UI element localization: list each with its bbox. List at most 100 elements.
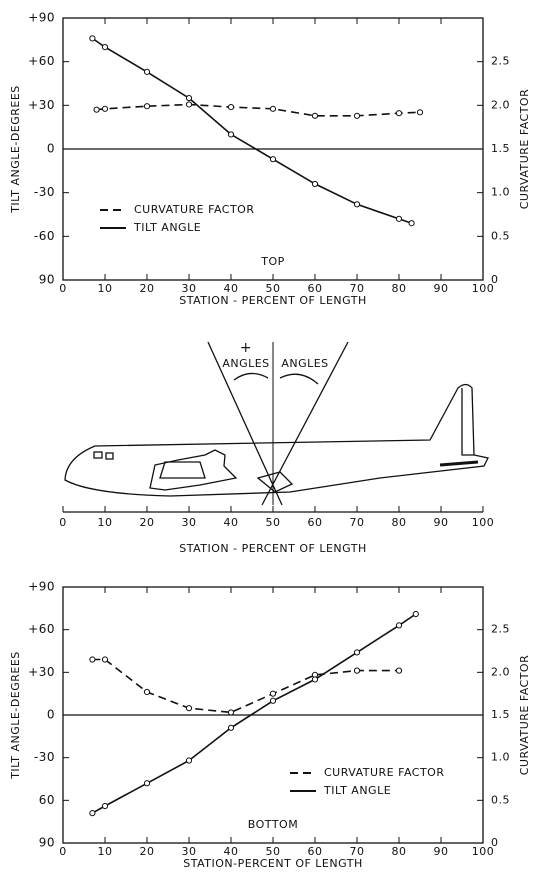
- data-point: [269, 156, 277, 163]
- y2-tick-label: 1.5: [491, 142, 510, 155]
- data-point: [101, 44, 109, 51]
- x-tick-label: 40: [224, 845, 239, 858]
- data-point: [269, 105, 277, 112]
- series-line: [96, 103, 421, 117]
- window: [93, 451, 103, 459]
- x-tick-label: 90: [434, 516, 449, 529]
- y2-tick-label: 0.5: [491, 793, 510, 806]
- series-line: [92, 613, 417, 814]
- y2-tick-label: 0: [491, 836, 499, 849]
- legend-label: CURVATURE FACTOR: [134, 203, 254, 216]
- x-tick-label: 30: [182, 845, 197, 858]
- y2-tick-label: 2.0: [491, 665, 510, 678]
- data-point: [395, 622, 403, 629]
- x-tick-label: 60: [308, 282, 323, 295]
- x-tick-label: 70: [350, 282, 365, 295]
- data-point: [353, 667, 361, 674]
- legend-label: TILT ANGLE: [323, 784, 391, 797]
- data-point: [89, 810, 96, 817]
- data-point: [353, 112, 361, 119]
- x-axis-label: STATION-PERCENT OF LENGTH: [183, 857, 363, 870]
- x-tick-label: 40: [224, 282, 239, 295]
- data-point: [408, 220, 415, 227]
- data-point: [227, 103, 235, 111]
- y-tick-label: -30: [34, 750, 55, 764]
- x-tick-label: 0: [59, 516, 67, 529]
- y-tick-label: +30: [28, 665, 55, 679]
- x-tick-label: 50: [266, 282, 281, 295]
- x-tick-label: 50: [266, 516, 281, 529]
- x-tick-label: 80: [392, 845, 407, 858]
- legend-label: TILT ANGLE: [133, 221, 201, 234]
- y2-tick-label: 0: [491, 273, 499, 286]
- angle-arc: [279, 373, 319, 385]
- data-point: [143, 780, 151, 787]
- x-tick-label: 90: [434, 282, 449, 295]
- x-tick-label: 20: [140, 845, 155, 858]
- y2-tick-label: 1.0: [491, 751, 510, 764]
- x-tick-label: 60: [308, 516, 323, 529]
- data-point: [89, 35, 96, 42]
- data-point: [227, 709, 235, 716]
- y2-axis-label: CURVATURE FACTOR: [518, 655, 531, 775]
- data-point: [269, 697, 277, 704]
- data-point: [143, 68, 151, 75]
- y2-axis-label: CURVATURE FACTOR: [518, 89, 531, 209]
- data-point: [93, 106, 100, 113]
- data-point: [412, 610, 419, 618]
- y-tick-label: +90: [28, 11, 55, 25]
- data-point: [311, 676, 319, 683]
- y2-tick-label: 2.5: [491, 55, 510, 68]
- y-tick-label: 90: [39, 836, 55, 850]
- x-tick-label: 20: [140, 516, 155, 529]
- airplane-diagram: + ANGLES ANGLES STATION - PERCENT OF LEN…: [64, 340, 489, 555]
- data-point: [353, 649, 361, 656]
- y2-tick-label: 2.5: [491, 623, 510, 636]
- data-point: [227, 724, 235, 731]
- tail: [461, 388, 474, 456]
- data-point: [185, 757, 193, 764]
- y-tick-label: -60: [34, 229, 55, 243]
- y-tick-label: +60: [28, 54, 55, 68]
- y-axis-label: TILT ANGLE-DEGREES: [9, 651, 22, 780]
- data-point: [143, 103, 151, 110]
- x-tick-label: 60: [308, 845, 323, 858]
- y2-tick-label: 1.0: [491, 186, 510, 199]
- data-point: [89, 656, 96, 663]
- data-point: [143, 688, 151, 696]
- plus-sign: +: [240, 340, 252, 356]
- data-point: [185, 705, 193, 712]
- window: [105, 452, 114, 460]
- x-tick-label: 80: [392, 516, 407, 529]
- data-point: [311, 112, 319, 119]
- data-point: [101, 656, 109, 663]
- data-point: [101, 802, 109, 810]
- x-tick-label: 100: [472, 282, 495, 295]
- stabilizer: [439, 460, 479, 467]
- angle-ray: [207, 341, 283, 506]
- series-line: [92, 658, 399, 714]
- y-tick-label: 0: [47, 708, 55, 722]
- x-tick-label: 70: [350, 516, 365, 529]
- x-tick-label: 20: [140, 282, 155, 295]
- data-point: [416, 109, 424, 116]
- x-axis-label: STATION - PERCENT OF LENGTH: [179, 542, 367, 555]
- x-tick-label: 70: [350, 845, 365, 858]
- chart-annotation: BOTTOM: [248, 818, 298, 831]
- data-point: [269, 690, 277, 697]
- data-point: [395, 110, 403, 117]
- data-point: [227, 131, 235, 138]
- data-point: [311, 180, 319, 188]
- data-point: [185, 101, 193, 108]
- data-point: [353, 201, 361, 208]
- y-tick-label: +90: [28, 580, 55, 594]
- data-point: [395, 215, 403, 222]
- wing-root: [256, 471, 294, 493]
- x-tick-label: 90: [434, 845, 449, 858]
- data-point: [185, 94, 193, 102]
- x-tick-label: 10: [98, 282, 113, 295]
- fuselage: [64, 383, 489, 497]
- angle-ray: [261, 341, 349, 506]
- x-tick-label: 100: [472, 845, 495, 858]
- y-tick-label: +30: [28, 98, 55, 112]
